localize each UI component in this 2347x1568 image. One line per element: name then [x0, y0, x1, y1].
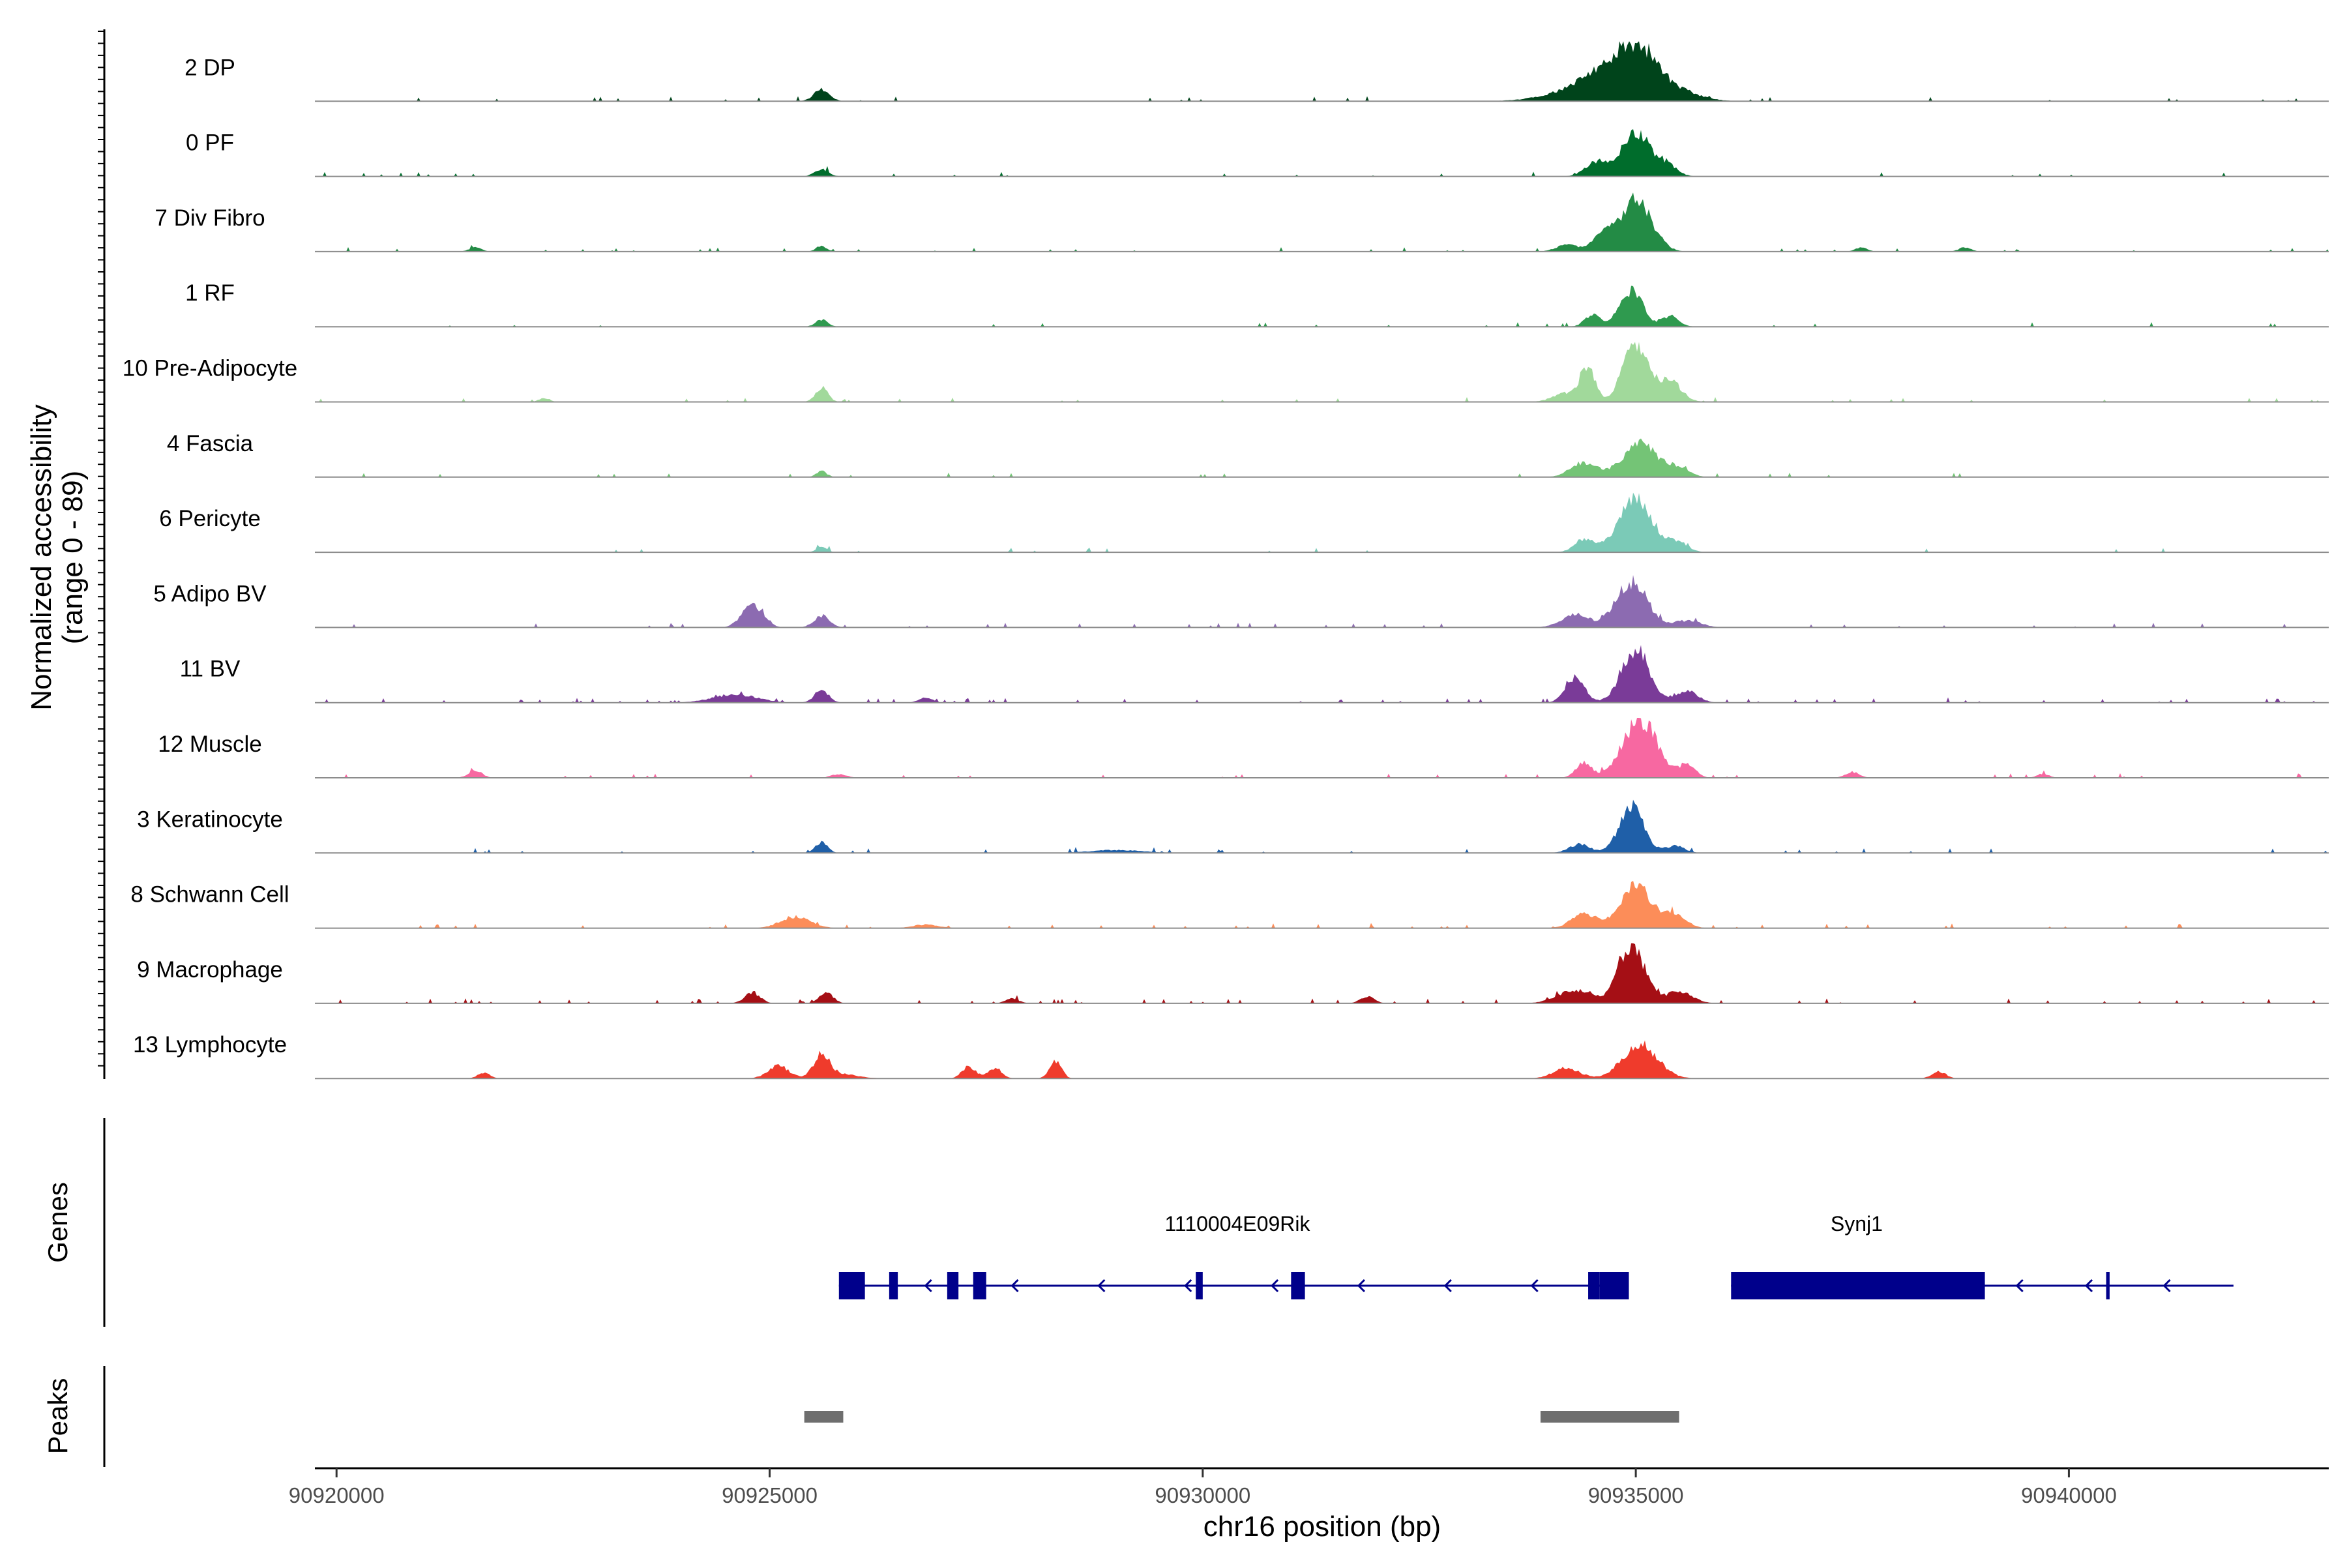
gene-1-exon-0	[1731, 1272, 1985, 1299]
track-label-1: 0 PF	[186, 130, 234, 156]
track-label-2: 7 Div Fibro	[155, 205, 265, 231]
track-label-9: 12 Muscle	[158, 732, 262, 757]
x-axis-title: chr16 position (bp)	[1203, 1511, 1441, 1543]
x-axis-ticks: 90920000 90925000 90930000 90935000 90940000	[289, 1468, 2117, 1507]
track-area-3	[315, 286, 2329, 327]
track-area-2	[315, 192, 2329, 252]
track-label-12: 9 Macrophage	[137, 957, 283, 983]
track-area-8	[315, 645, 2329, 703]
gene-1-exon-1	[2106, 1272, 2110, 1299]
gene-0-exon-1	[889, 1272, 898, 1299]
track-label-8: 11 BV	[180, 657, 241, 682]
y-axis-title-line2: (range 0 - 89)	[57, 471, 89, 645]
gene-0-strand-arrow-0	[924, 1279, 932, 1293]
track-area-4	[315, 342, 2329, 402]
track-area-9	[315, 718, 2329, 778]
track-area-12	[315, 943, 2329, 1003]
gene-name-0: 1110004E09Rik	[1164, 1212, 1310, 1235]
gene-1-strand-arrow-1	[2084, 1279, 2093, 1293]
gene-0-exon-3	[973, 1272, 986, 1299]
gene-name-1: Synj1	[1831, 1212, 1883, 1235]
track-label-3: 1 RF	[185, 280, 235, 306]
gene-0-strand-arrow-5	[1357, 1279, 1366, 1293]
track-label-11: 8 Schwann Cell	[130, 882, 289, 908]
gene-0-exon-4	[1196, 1272, 1203, 1299]
track-label-5: 4 Fascia	[167, 431, 254, 456]
track-area-7	[315, 575, 2329, 628]
track-area-11	[315, 881, 2329, 928]
peak-region-1	[1540, 1411, 1679, 1423]
gene-0-strand-arrow-2	[1097, 1279, 1106, 1293]
x-tick-label-0: 90920000	[289, 1483, 385, 1507]
x-tick-label-2: 90930000	[1155, 1483, 1250, 1507]
gene-0-strand-arrow-7	[1530, 1279, 1539, 1293]
gene-0-exon-2	[947, 1272, 959, 1299]
track-label-10: 3 Keratinocyte	[137, 806, 283, 832]
peak-region-0	[804, 1411, 844, 1423]
track-label-0: 2 DP	[185, 55, 235, 80]
gene-0-exon-5	[1291, 1272, 1305, 1299]
gene-0-strand-arrow-4	[1270, 1279, 1279, 1293]
x-tick-label-3: 90935000	[1588, 1483, 1684, 1507]
coverage-tracks: 2 DP 0 PF 7 Div Fibro 1 RF 10 Pre-Adipocyte 4…	[123, 41, 2329, 1080]
gene-0-strand-arrow-3	[1184, 1279, 1192, 1293]
track-label-4: 10 Pre-Adipocyte	[123, 356, 297, 381]
track-area-0	[315, 41, 2329, 102]
gene-1-strand-arrow-2	[2162, 1279, 2171, 1293]
track-area-13	[315, 1040, 2329, 1079]
track-area-10	[315, 799, 2329, 853]
gene-0-exon-7	[1599, 1272, 1629, 1299]
track-label-13: 13 Lymphocyte	[133, 1032, 287, 1058]
x-tick-label-4: 90940000	[2021, 1483, 2117, 1507]
track-label-6: 6 Pericyte	[159, 506, 261, 531]
y-axis-title-line1: Normalized accessibility	[25, 404, 57, 710]
track-area-1	[315, 129, 2329, 177]
genes-panel-title: Genes	[42, 1182, 73, 1263]
gene-1-strand-arrow-0	[2015, 1279, 2024, 1293]
track-area-6	[315, 492, 2329, 553]
peak-regions	[804, 1411, 1679, 1423]
gene-0-strand-arrow-6	[1443, 1279, 1452, 1293]
coverage-y-ticks	[98, 31, 104, 1067]
peaks-panel-title: Peaks	[42, 1378, 73, 1455]
track-label-7: 5 Adipo BV	[153, 581, 267, 606]
gene-0-exon-6	[1588, 1272, 1600, 1299]
gene-annotations: 1110004E09Rik Synj1	[838, 1212, 2234, 1299]
track-area-5	[315, 438, 2329, 477]
gene-0-exon-0	[838, 1272, 865, 1299]
x-tick-label-1: 90925000	[722, 1483, 818, 1507]
gene-0-strand-arrow-1	[1011, 1279, 1019, 1293]
